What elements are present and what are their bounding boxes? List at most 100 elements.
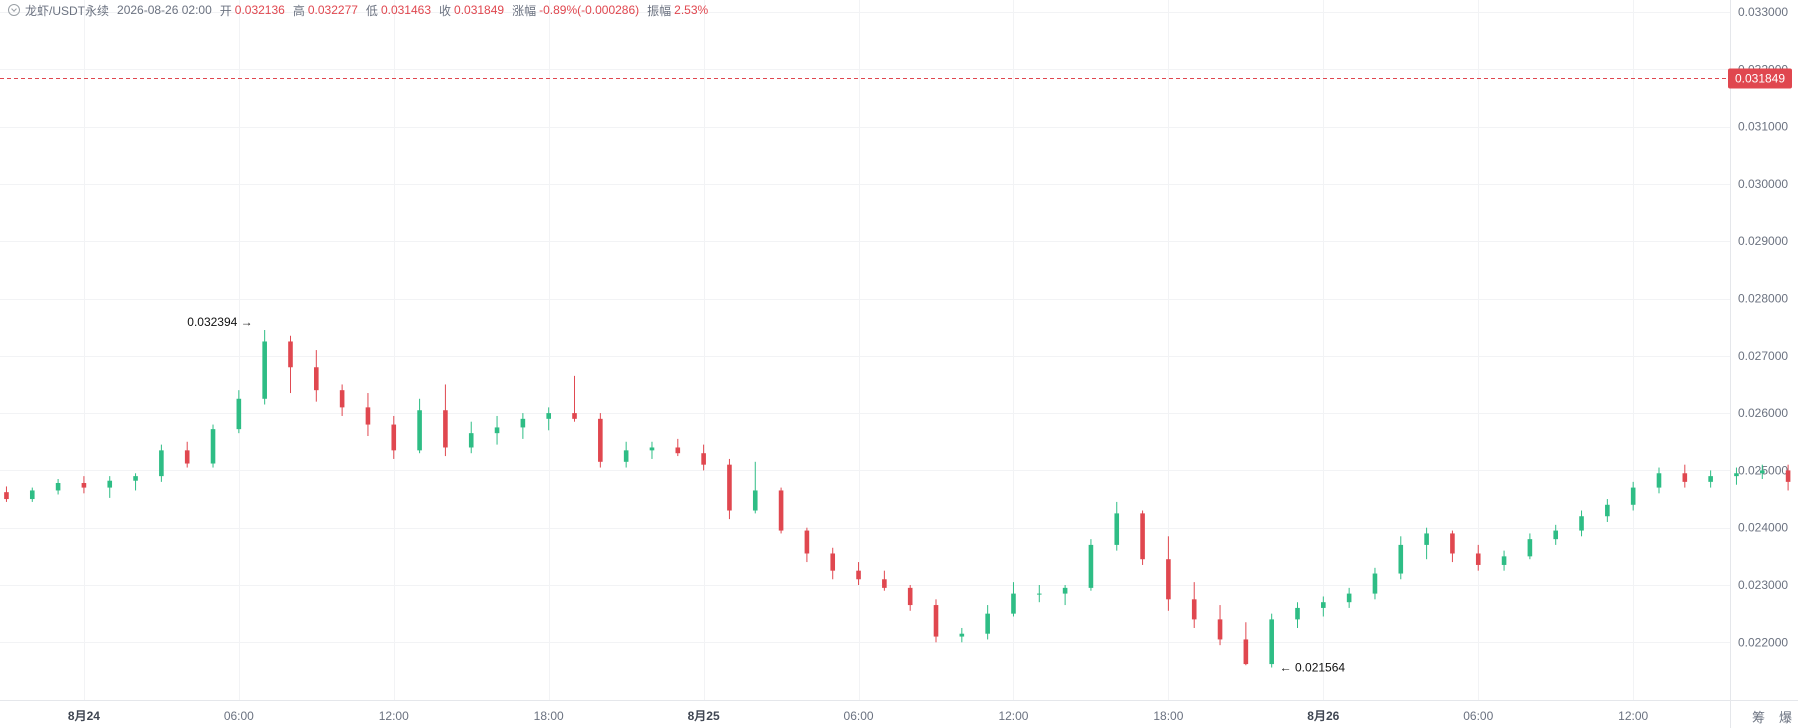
candle-body: [985, 613, 990, 634]
candle-body: [1708, 476, 1713, 482]
candle-body: [1630, 487, 1636, 505]
close-value: 0.031849: [454, 3, 505, 17]
candle-body: [1605, 504, 1610, 517]
amplitude-value: 2.53%: [674, 3, 709, 17]
candle-body: [1346, 593, 1352, 603]
candle-body: [1191, 599, 1197, 620]
x-tick-label: 12:00: [998, 709, 1028, 723]
grid-lines: [0, 0, 1730, 700]
candle-body: [752, 490, 758, 511]
candle-body: [1088, 544, 1094, 588]
candle-body: [1424, 533, 1429, 545]
candle-body: [1036, 593, 1042, 595]
candle-body: [159, 450, 164, 477]
y-tick-label: 0.024000: [1738, 521, 1788, 535]
x-tick-label: 06:00: [1463, 709, 1493, 723]
candle-body: [856, 570, 861, 580]
candles: [4, 330, 1791, 668]
candle-body: [1682, 473, 1688, 482]
candle-body: [1398, 544, 1404, 574]
amplitude-label: 振幅: [647, 3, 672, 18]
collapse-chevron-icon[interactable]: [8, 4, 20, 16]
candle-body: [1140, 513, 1145, 560]
y-tick-label: 0.029000: [1738, 234, 1788, 248]
candle-body: [184, 450, 190, 464]
candle-body: [1372, 573, 1378, 594]
candle-body: [1114, 513, 1120, 545]
x-tick-label: 8月26: [1307, 709, 1339, 723]
ohlc-legend: 龙虾/USDT永续 2026-08-26 02:00 开 0.032136 高 …: [8, 2, 716, 18]
liquidation-button[interactable]: 爆: [1778, 710, 1792, 725]
y-tick-label: 0.030000: [1738, 177, 1788, 191]
high-value: 0.032277: [307, 3, 358, 17]
candle-body: [1243, 639, 1249, 665]
candle-body: [210, 429, 216, 464]
y-tick-label: 0.023000: [1738, 578, 1788, 592]
candle-body: [1295, 607, 1300, 620]
candle-body: [1217, 619, 1223, 640]
open-label: 开: [219, 3, 232, 18]
low-label: 低: [365, 3, 378, 18]
x-tick-label: 8月24: [68, 709, 100, 723]
candle-body: [520, 418, 526, 428]
candle-body: [1450, 533, 1455, 554]
candle-body: [1062, 587, 1068, 594]
x-tick-label: 12:00: [1618, 709, 1648, 723]
candle-body: [1011, 593, 1016, 614]
last-price-tag-label: 0.031849: [1735, 72, 1785, 86]
candle-body: [1501, 556, 1507, 565]
high-label: 高: [292, 3, 305, 18]
low-value: 0.031463: [380, 3, 431, 17]
y-tick-label: 0.031000: [1738, 120, 1788, 134]
y-tick-label: 0.028000: [1738, 292, 1788, 306]
candle-body: [623, 450, 629, 462]
y-tick-label: 0.026000: [1738, 406, 1788, 420]
candle-body: [236, 398, 242, 430]
candle-body: [727, 464, 732, 511]
candle-body: [1166, 559, 1171, 600]
x-tick-label: 06:00: [844, 709, 874, 723]
chips-button[interactable]: 筹: [1751, 710, 1765, 725]
candle-body: [675, 447, 681, 454]
candle-body: [339, 390, 345, 408]
candle-body: [262, 341, 267, 399]
last-price-tag: [1728, 68, 1792, 89]
candle-body: [959, 633, 965, 637]
candle-body: [1734, 473, 1739, 477]
candle-body: [830, 553, 836, 571]
candle-body: [1553, 530, 1559, 540]
x-tick-label: 8月25: [688, 709, 720, 723]
candle-body: [546, 413, 551, 419]
candle-body: [1269, 619, 1274, 665]
change-value: -0.89%(-0.000286): [539, 3, 640, 17]
candle-body: [443, 410, 448, 448]
candle-body: [365, 407, 371, 425]
x-tick-label: 18:00: [1153, 709, 1183, 723]
candle-body: [882, 579, 887, 588]
corner-tools: 筹 爆: [1752, 707, 1798, 726]
high-price-annotation: 0.032394 →: [187, 315, 252, 329]
candle-body: [55, 483, 61, 491]
candle-body: [4, 492, 9, 500]
candle-body: [314, 367, 319, 391]
change-label: 涨幅: [512, 3, 537, 18]
x-tick-label: 12:00: [379, 709, 409, 723]
candle-body: [494, 427, 500, 434]
x-tick-label: 18:00: [534, 709, 564, 723]
open-value: 0.032136: [234, 3, 285, 17]
candle-body: [1656, 473, 1662, 488]
y-tick-label: 0.033000: [1738, 5, 1788, 19]
candle-body: [468, 433, 474, 448]
candle-body: [133, 476, 138, 481]
candle-body: [701, 453, 706, 465]
y-tick-label: 0.027000: [1738, 349, 1788, 363]
candle-body: [81, 483, 87, 488]
candle-body: [29, 490, 35, 500]
low-price-annotation: ← 0.021564: [1280, 661, 1346, 675]
candle-body: [804, 530, 810, 554]
candle-body: [1759, 470, 1765, 474]
candle-body: [1785, 470, 1791, 482]
x-tick-label: 06:00: [224, 709, 254, 723]
candle-body: [1527, 539, 1533, 557]
